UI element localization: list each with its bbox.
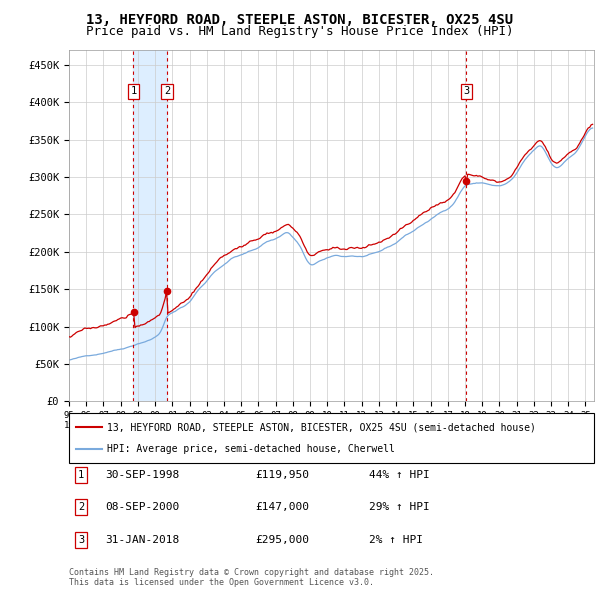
Text: £119,950: £119,950 [255,470,309,480]
Text: 08-SEP-2000: 08-SEP-2000 [105,503,179,512]
Text: £147,000: £147,000 [255,503,309,512]
Text: 3: 3 [463,86,469,96]
Text: 3: 3 [78,535,84,545]
Text: 2: 2 [78,503,84,512]
Text: 1: 1 [130,86,137,96]
Text: 44% ↑ HPI: 44% ↑ HPI [369,470,430,480]
Text: 13, HEYFORD ROAD, STEEPLE ASTON, BICESTER, OX25 4SU: 13, HEYFORD ROAD, STEEPLE ASTON, BICESTE… [86,13,514,27]
Text: HPI: Average price, semi-detached house, Cherwell: HPI: Average price, semi-detached house,… [107,444,395,454]
Text: Price paid vs. HM Land Registry's House Price Index (HPI): Price paid vs. HM Land Registry's House … [86,25,514,38]
Text: 29% ↑ HPI: 29% ↑ HPI [369,503,430,512]
Text: 2% ↑ HPI: 2% ↑ HPI [369,535,423,545]
Text: 1: 1 [78,470,84,480]
Bar [133,50,167,401]
Text: £295,000: £295,000 [255,535,309,545]
Text: Contains HM Land Registry data © Crown copyright and database right 2025.
This d: Contains HM Land Registry data © Crown c… [69,568,434,587]
Text: 31-JAN-2018: 31-JAN-2018 [105,535,179,545]
Text: 30-SEP-1998: 30-SEP-1998 [105,470,179,480]
Text: 2: 2 [164,86,170,96]
Text: 13, HEYFORD ROAD, STEEPLE ASTON, BICESTER, OX25 4SU (semi-detached house): 13, HEYFORD ROAD, STEEPLE ASTON, BICESTE… [107,422,536,432]
